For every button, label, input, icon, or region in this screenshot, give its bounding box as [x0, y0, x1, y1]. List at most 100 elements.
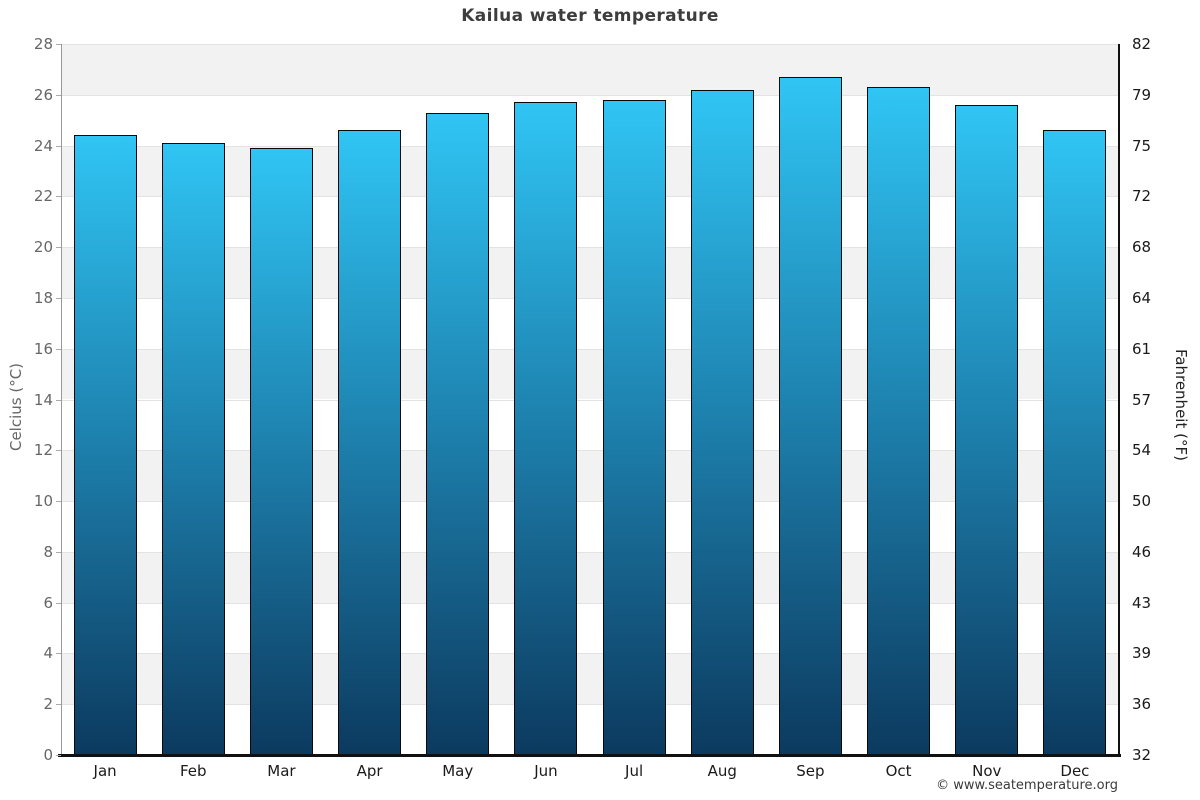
- bar-jul: [602, 99, 666, 755]
- celsius-tick-20: 20: [33, 238, 53, 257]
- plot-area: [61, 44, 1119, 755]
- bar-apr: [338, 130, 402, 755]
- grid-band: [61, 602, 1119, 654]
- fahrenheit-tick-50: 50: [1132, 492, 1152, 511]
- xtick-label-apr: Apr: [356, 762, 383, 780]
- bottom-axis-line: [58, 754, 1121, 757]
- celsius-tick-mark: [56, 196, 61, 197]
- bar-feb: [161, 143, 225, 755]
- gridline: [61, 400, 1119, 401]
- gridline: [61, 603, 1119, 604]
- xtick-label-feb: Feb: [179, 762, 207, 780]
- gridline: [61, 95, 1119, 96]
- fahrenheit-tick-61: 61: [1132, 339, 1152, 358]
- grid-band: [61, 44, 1119, 95]
- copyright-text: © www.seatemperature.org: [936, 778, 1118, 793]
- bar-jan: [73, 135, 137, 755]
- fahrenheit-tick-43: 43: [1132, 593, 1152, 612]
- xtick-label-may: May: [442, 762, 474, 780]
- celsius-tick-mark: [56, 603, 61, 604]
- fahrenheit-tick-32: 32: [1132, 746, 1152, 764]
- xtick-label-jan: Jan: [93, 762, 117, 780]
- fahrenheit-tick-39: 39: [1132, 644, 1152, 663]
- celsius-tick-8: 8: [43, 542, 53, 561]
- grid-band: [61, 653, 1119, 705]
- xtick-label-oct: Oct: [885, 762, 912, 780]
- celsius-tick-mark: [56, 501, 61, 502]
- grid-band: [61, 348, 1119, 400]
- celsius-tick-2: 2: [43, 695, 53, 714]
- xtick-label-nov: Nov: [972, 762, 1002, 780]
- bar-sep: [778, 77, 842, 755]
- xtick-label-aug: Aug: [707, 762, 737, 780]
- grid-band: [61, 247, 1119, 298]
- celsius-tick-16: 16: [33, 339, 53, 358]
- fahrenheit-tick-64: 64: [1132, 288, 1152, 307]
- celsius-tick-mark: [56, 146, 61, 147]
- grid-band: [61, 145, 1119, 197]
- bar-oct: [867, 87, 931, 755]
- bar-mar: [249, 148, 313, 755]
- celsius-tick-mark: [56, 95, 61, 96]
- gridline: [61, 450, 1119, 451]
- celsius-tick-28: 28: [33, 35, 53, 53]
- gridline: [61, 552, 1119, 553]
- fahrenheit-tick-75: 75: [1132, 136, 1152, 155]
- fahrenheit-tick-46: 46: [1132, 542, 1152, 561]
- left-axis-line: [61, 44, 62, 755]
- gridline: [61, 653, 1119, 654]
- celsius-tick-0: 0: [43, 746, 53, 764]
- grid-band: [61, 501, 1119, 552]
- grid-band: [61, 450, 1119, 502]
- fahrenheit-tick-54: 54: [1132, 441, 1152, 460]
- celsius-tick-6: 6: [43, 593, 53, 612]
- grid-band: [61, 196, 1119, 248]
- gridline: [61, 247, 1119, 248]
- celsius-tick-mark: [56, 400, 61, 401]
- xtick-label-jun: Jun: [534, 762, 558, 780]
- celsius-tick-mark: [56, 552, 61, 553]
- celsius-tick-mark: [56, 44, 61, 45]
- fahrenheit-tick-36: 36: [1132, 695, 1152, 714]
- gridline: [61, 501, 1119, 502]
- celsius-tick-mark: [56, 349, 61, 350]
- celsius-tick-12: 12: [33, 441, 53, 460]
- celsius-tick-mark: [56, 298, 61, 299]
- gridline: [61, 44, 1119, 45]
- fahrenheit-axis-title: Fahrenheit (°F): [1172, 349, 1190, 461]
- bar-dec: [1043, 130, 1107, 755]
- xtick-label-mar: Mar: [267, 762, 296, 780]
- bar-nov: [955, 104, 1019, 755]
- chart-title: Kailua water temperature: [461, 6, 719, 26]
- gridline: [61, 349, 1119, 350]
- xtick-label-sep: Sep: [796, 762, 825, 780]
- grid-band: [61, 704, 1119, 755]
- bar-jun: [514, 102, 578, 755]
- celsius-tick-4: 4: [43, 644, 53, 663]
- celsius-tick-10: 10: [33, 492, 53, 511]
- xtick-label-dec: Dec: [1060, 762, 1090, 780]
- celsius-tick-22: 22: [33, 187, 53, 206]
- celsius-tick-mark: [56, 653, 61, 654]
- xtick-label-jul: Jul: [625, 762, 644, 780]
- fahrenheit-tick-82: 82: [1132, 35, 1152, 53]
- grid-band: [61, 94, 1119, 146]
- gridline: [61, 196, 1119, 197]
- celsius-tick-mark: [56, 247, 61, 248]
- grid-band: [61, 399, 1119, 451]
- celsius-tick-24: 24: [33, 136, 53, 155]
- bar-aug: [690, 89, 754, 755]
- celsius-tick-14: 14: [33, 390, 53, 409]
- gridline: [61, 298, 1119, 299]
- fahrenheit-tick-72: 72: [1132, 187, 1152, 206]
- gridline: [61, 146, 1119, 147]
- fahrenheit-tick-68: 68: [1132, 238, 1152, 257]
- gridline: [61, 704, 1119, 705]
- celsius-tick-mark: [56, 704, 61, 705]
- celsius-tick-18: 18: [33, 288, 53, 307]
- celsius-tick-26: 26: [33, 85, 53, 104]
- bar-may: [426, 112, 490, 755]
- right-axis-line: [1118, 44, 1120, 755]
- grid-band: [61, 297, 1119, 349]
